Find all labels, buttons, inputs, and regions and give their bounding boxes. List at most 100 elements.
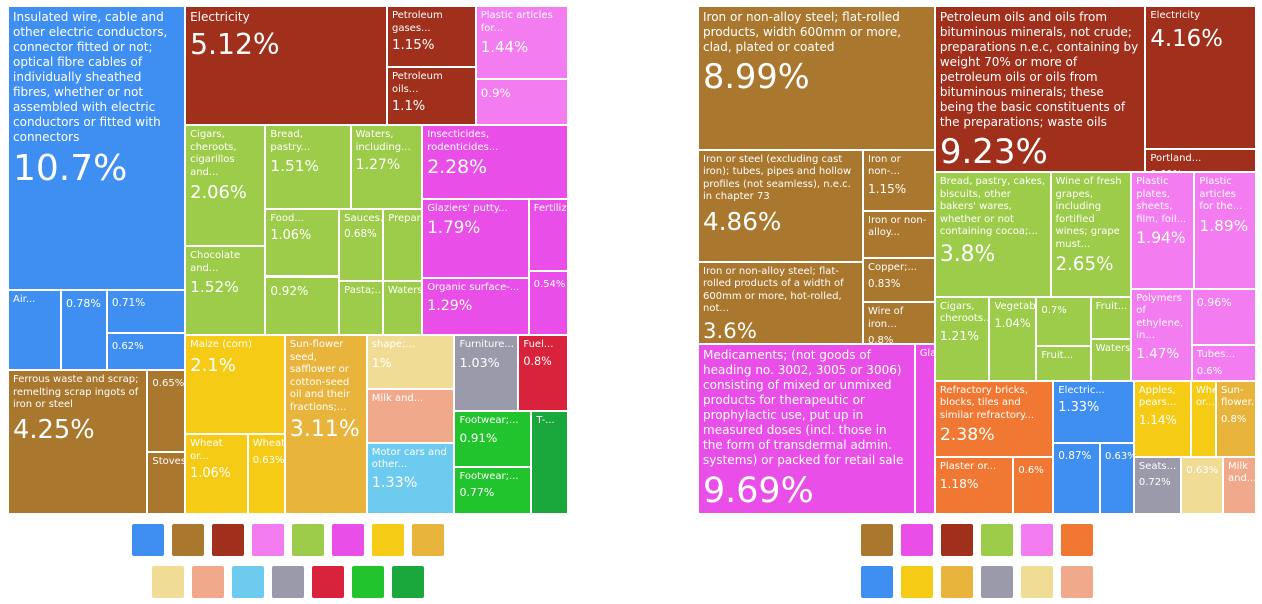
tile-name: Fertilizers... [533,202,567,214]
tile-name: Food... [270,212,304,224]
legend-icon[interactable] [132,524,164,556]
tile-name: Furniture... [459,339,514,351]
tile: Tubes... 0.6% [1191,345,1256,381]
tile-name: Glaziers'... [919,348,935,360]
tile-value: 0.8% [1220,413,1247,425]
legend-icon[interactable] [232,566,264,598]
tile-name: Portland... [1150,152,1202,164]
tile-name: Plaster or... [939,461,997,472]
tile: Maize (corn) 2.1% [185,335,285,435]
tile-name: Plastic articles for... [480,10,553,34]
tile-name: Organic surface-... [427,282,520,294]
tile-value: 1.06% [190,466,231,482]
tile-name: Footwear;... [459,470,519,482]
legend-icon[interactable] [172,524,204,556]
legend-icon[interactable] [1061,566,1093,598]
tile-value: 1.44% [480,38,529,56]
tile-value: 1.15% [868,181,907,196]
tile: Electric... 1.33% [1053,380,1134,444]
legend-icon[interactable] [1021,566,1053,598]
tile-name: Pasta;... [344,285,383,297]
legend-icon[interactable] [252,524,284,556]
tile: 0.9% [475,79,568,126]
tile: T-... [531,411,568,514]
tile: Footwear;... 0.91% [454,411,532,467]
tile: Refractory bricks, blocks, tiles and sim… [934,380,1054,457]
tile-name: Sauces... [344,212,383,224]
legend-icon[interactable] [981,524,1013,556]
legend-icon[interactable] [941,524,973,556]
tile-value: 0.83% [868,278,901,290]
tile-value: 1.79% [427,218,481,238]
legend-icon[interactable] [352,566,384,598]
tile: Milk and... [366,388,455,443]
tile: Medicaments; (not goods of heading no. 3… [698,344,915,514]
tile-name: Stoves... [152,455,186,467]
tile: 0.96% [1191,288,1256,346]
tile-value: 0.6% [1196,365,1223,377]
legend-icon[interactable] [372,524,404,556]
tile-value: 2.28% [427,157,487,179]
legend-icon[interactable] [332,524,364,556]
tile: Glaziers' putty... 1.79% [422,198,529,279]
tile: Milk and... [1222,456,1256,514]
legend-icon[interactable] [901,566,933,598]
tile: Wine of fresh grapes, including fortifie… [1050,172,1132,297]
legend-icon[interactable] [272,566,304,598]
tile: Fruit... [1090,296,1132,339]
legend-icon[interactable] [192,566,224,598]
tile-name: Cigars, cheroots, cigarillos and... [190,129,237,178]
tile-name: Iron or non-... [868,153,901,178]
tile: 0.63% [1181,456,1223,514]
legend-icon[interactable] [412,524,444,556]
tile-name: Maize (corn) [190,339,252,351]
tile-name: Wire of iron... [868,306,904,330]
tile-value: 0.7% [1041,304,1067,316]
tile: Bread, pastry... 1.51% [265,125,351,209]
tile-name: Waters... [1095,342,1131,354]
legend-icon[interactable] [981,566,1013,598]
tile-name: Medicaments; (not goods of heading no. 3… [703,348,904,468]
tile: Fruit... [1036,345,1091,381]
legend-icon[interactable] [212,524,244,556]
legend-icon[interactable] [292,524,324,556]
tile-value: 1.15% [391,38,435,53]
tile-value: 0.69% [1150,169,1251,171]
tile-name: Copper;... [868,262,917,274]
tile-name: T-... [536,415,555,427]
tile-value: 1.33% [371,474,418,491]
legend-icon[interactable] [861,524,893,556]
legend-icon[interactable] [901,524,933,556]
tile: 0.87% [1053,443,1100,514]
tile: Plastic articles for... 1.44% [475,6,568,80]
tile: Iron or non-... 1.15% [863,149,935,211]
tile-value: 0.68% [344,228,377,241]
legend-icon[interactable] [941,566,973,598]
tile-value: 2.06% [190,182,247,204]
tile-name: Wheat... [252,438,285,450]
tile: Petroleum oils... 1.1% [386,67,476,126]
tile: Sun-flower seed, safflower or cotton-see… [284,335,367,514]
tile: Polymers of ethylene, in... 1.47% [1131,288,1192,381]
tile-value: 0.6% [1018,465,1044,476]
legend-icon[interactable] [1021,524,1053,556]
legend-icon[interactable] [312,566,344,598]
tile-value: 0.91% [459,430,498,445]
legend-icon[interactable] [152,566,184,598]
tile: Wheat or... [1190,380,1216,457]
tile: Furniture... 1.03% [454,335,519,412]
legend-icon[interactable] [861,566,893,598]
tile: 0.62% [106,333,186,371]
tile-value: 1.29% [427,297,473,314]
tile-name: Waters... [387,285,423,297]
tile-name: Plastic articles for the... [1199,176,1243,213]
legend-icon[interactable] [1061,524,1093,556]
tile-name: Bread, pastry, cakes, biscuits, other ba… [939,176,1046,238]
tile: Food... 1.06% [265,208,340,277]
tile-value: 0.71% [111,297,146,310]
tile-name: Wine of fresh grapes, including fortifie… [1055,176,1122,250]
tile-name: Electricity [1150,10,1201,21]
legend-icon[interactable] [392,566,424,598]
tile-value: 1.51% [270,157,320,176]
